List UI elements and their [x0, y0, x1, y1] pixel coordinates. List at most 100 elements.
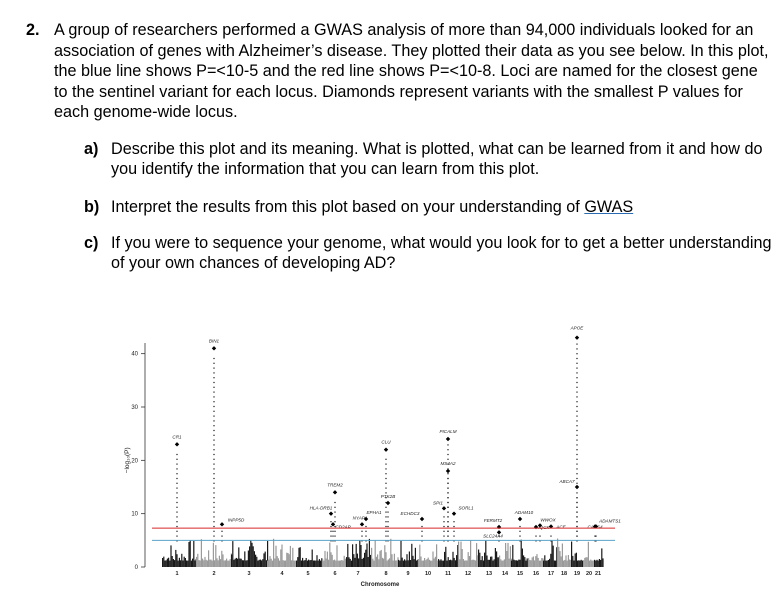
snp-column	[252, 546, 254, 567]
locus-snp	[332, 530, 334, 532]
snp-column	[377, 554, 379, 567]
snp-column	[396, 560, 398, 567]
sentinel-diamond	[517, 516, 523, 522]
x-tick-label: 11	[445, 571, 451, 577]
locus-snp	[576, 415, 578, 417]
snp-column	[556, 547, 558, 567]
snp-column	[165, 560, 167, 567]
snp-column	[574, 553, 576, 567]
snp-column	[304, 560, 306, 567]
snp-column	[536, 554, 538, 567]
locus-snp	[176, 487, 178, 489]
snp-column	[298, 547, 300, 567]
snp-column	[288, 554, 290, 567]
snp-column	[324, 550, 326, 567]
locus-snp	[447, 449, 449, 451]
snp-column	[203, 560, 205, 567]
snp-column	[305, 558, 307, 567]
snp-column	[282, 560, 284, 567]
manhattan-plot: 0 10 20 30 40 −log₁₀(P) CR1 BIN1 INPP5D HLA-DRB1 T…	[124, 326, 621, 588]
chromosome-points-4	[267, 538, 297, 567]
locus-snp	[576, 516, 578, 518]
locus-snp	[213, 410, 215, 412]
snp-column	[235, 557, 237, 567]
question-2: 2. A group of researchers performed a GW…	[26, 20, 771, 123]
snp-column	[168, 557, 170, 567]
snp-column	[162, 558, 164, 567]
snp-column	[499, 555, 501, 567]
locus-label: ADAM10	[514, 510, 534, 515]
locus-snp	[576, 458, 578, 460]
snp-column	[309, 560, 311, 567]
snp-column	[306, 560, 308, 567]
snp-column	[420, 556, 422, 567]
locus-snp	[176, 506, 178, 508]
chromosome-points-1	[162, 540, 197, 567]
snp-column	[477, 555, 479, 567]
snp-column	[228, 560, 230, 567]
snp-column	[302, 557, 304, 567]
locus-snp	[330, 530, 332, 532]
subquestion-b: b) Interpret the results from this plot …	[84, 197, 774, 217]
chromosome-points-14	[499, 542, 513, 567]
subquestion-text: If you were to sequence your genome, wha…	[111, 234, 772, 272]
locus-snp	[447, 540, 449, 542]
snp-column	[255, 554, 257, 567]
snp-column	[560, 556, 562, 567]
snp-column	[549, 558, 551, 567]
locus-snp	[361, 535, 363, 537]
snp-column	[551, 540, 553, 567]
locus-snp	[385, 501, 387, 504]
snp-column	[262, 559, 264, 567]
snp-column	[519, 559, 521, 567]
locus-snp	[213, 381, 215, 384]
snp-column	[564, 559, 566, 567]
snp-column	[317, 560, 319, 567]
locus-snp	[213, 434, 215, 436]
snp-column	[338, 560, 340, 567]
snp-column	[407, 560, 409, 567]
locus-snp	[576, 377, 578, 379]
snp-column	[502, 560, 504, 567]
locus-snp	[213, 468, 215, 470]
snp-column	[490, 556, 492, 567]
snp-column	[189, 540, 191, 567]
locus-snp	[447, 487, 449, 489]
snp-column	[404, 559, 406, 567]
snp-column	[176, 554, 178, 567]
locus-snp	[576, 492, 578, 494]
locus-label: BIN1	[209, 338, 220, 343]
locus-snp	[213, 463, 215, 465]
snp-column	[416, 560, 418, 567]
snp-column	[336, 545, 338, 567]
snp-column	[586, 557, 588, 567]
locus-snp	[213, 429, 215, 432]
locus-snp	[387, 540, 389, 542]
snp-column	[446, 560, 448, 567]
snp-column	[311, 549, 313, 567]
locus-snp	[447, 516, 449, 518]
snp-column	[332, 560, 334, 567]
snp-column	[497, 557, 499, 567]
snp-column	[267, 560, 269, 567]
locus-snp	[176, 492, 178, 494]
locus-label: ABCA7	[558, 479, 575, 484]
snp-column	[493, 559, 495, 567]
snp-column	[355, 543, 357, 567]
locus-label: CR1	[172, 434, 182, 439]
locus-snp	[385, 506, 387, 508]
y-tick-label: 0	[135, 565, 139, 571]
snp-column	[312, 560, 314, 567]
locus-snp	[334, 525, 336, 528]
locus-label: TREM2	[327, 482, 343, 487]
snp-column	[373, 560, 375, 567]
snp-column	[216, 558, 218, 567]
chromosome-points-12	[458, 540, 479, 567]
subquestion-text: Describe this plot and its meaning. What…	[111, 140, 763, 178]
snp-column	[515, 560, 517, 567]
locus-snp	[213, 492, 215, 494]
locus-label: ADAMTS1	[598, 518, 621, 523]
snp-column	[275, 545, 277, 567]
snp-column	[178, 557, 180, 567]
snp-column	[181, 553, 183, 567]
